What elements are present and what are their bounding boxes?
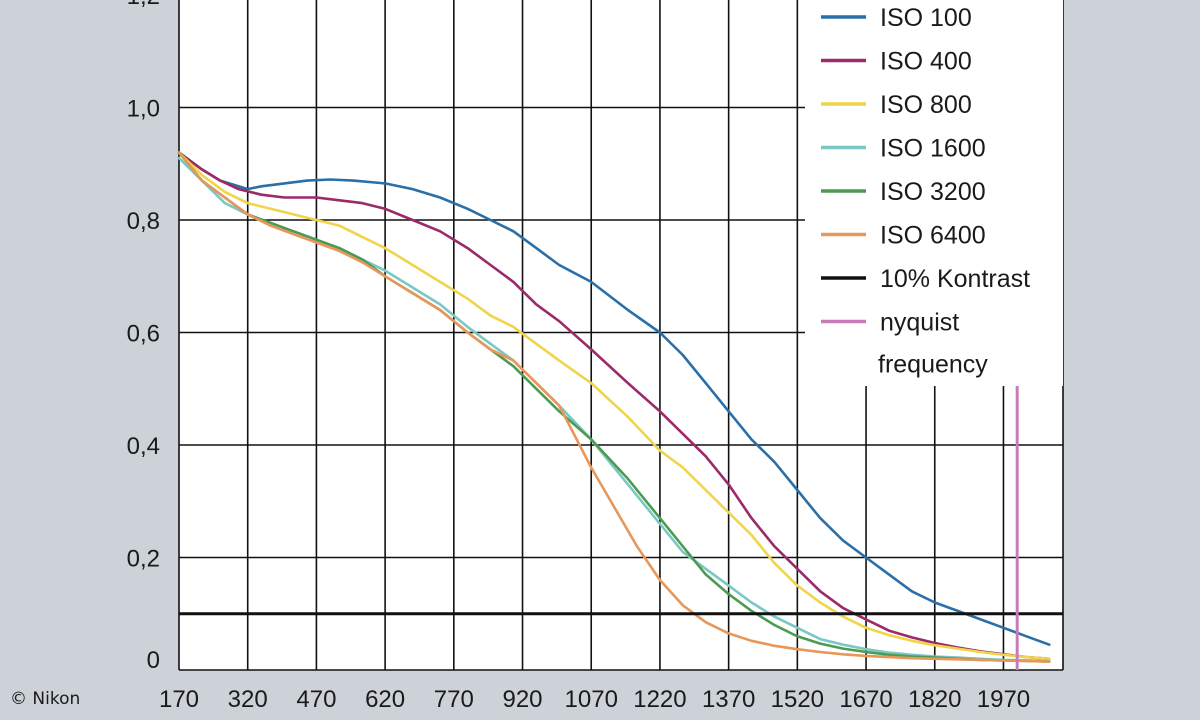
legend-label: ISO 1600 (880, 135, 986, 163)
x-tick-label: 620 (365, 686, 405, 713)
series-line-iso-400 (177, 151, 1051, 661)
x-tick-label: 170 (159, 686, 199, 713)
legend: ISO 100 ISO 400 ISO 800 ISO 1600 ISO 3200 ISO… (805, 0, 1063, 386)
legend-label: frequency (878, 351, 988, 379)
x-tick-label: 770 (434, 686, 474, 713)
x-tick-label: 1520 (771, 686, 824, 713)
y-tick-label: 0,6 (127, 321, 160, 348)
series-line-iso-3200 (177, 151, 1051, 663)
legend-label: nyquist (880, 309, 959, 337)
y-tick-label: 0,4 (127, 433, 160, 460)
series-line-iso-6400 (177, 151, 1051, 663)
y-tick-label: 0,8 (127, 208, 160, 235)
x-tick-label: 320 (228, 686, 268, 713)
x-axis-ticks: 170 320 470 620 770 920 1070 1220 1370 1520 1670 18… (159, 686, 1030, 713)
series-lines (177, 151, 1051, 663)
reference-lines (179, 386, 1063, 670)
y-tick-label: 0 (147, 647, 160, 674)
x-tick-label: 470 (296, 686, 336, 713)
legend-label: ISO 100 (880, 4, 972, 32)
legend-label: ISO 400 (880, 48, 972, 76)
y-tick-label: 1,2 (127, 0, 160, 10)
legend-label: 10% Kontrast (880, 265, 1030, 293)
y-tick-label: 0,2 (127, 546, 160, 573)
x-tick-label: 1820 (908, 686, 961, 713)
x-tick-label: 1370 (702, 686, 755, 713)
legend-label: ISO 800 (880, 91, 972, 119)
series-line-iso-100 (177, 151, 1051, 647)
y-tick-label: 1,0 (127, 96, 160, 123)
legend-label: ISO 6400 (880, 222, 986, 250)
x-tick-label: 1970 (977, 686, 1030, 713)
copyright-text: © Nikon (10, 689, 80, 709)
x-tick-label: 1670 (839, 686, 892, 713)
x-tick-label: 1220 (633, 686, 686, 713)
y-axis-ticks: 0 0,2 0,4 0,6 0,8 1,0 1,2 (127, 0, 160, 674)
legend-label: ISO 3200 (880, 178, 986, 206)
series-line-iso-800 (177, 151, 1051, 661)
x-tick-label: 1070 (565, 686, 618, 713)
x-tick-label: 920 (502, 686, 542, 713)
